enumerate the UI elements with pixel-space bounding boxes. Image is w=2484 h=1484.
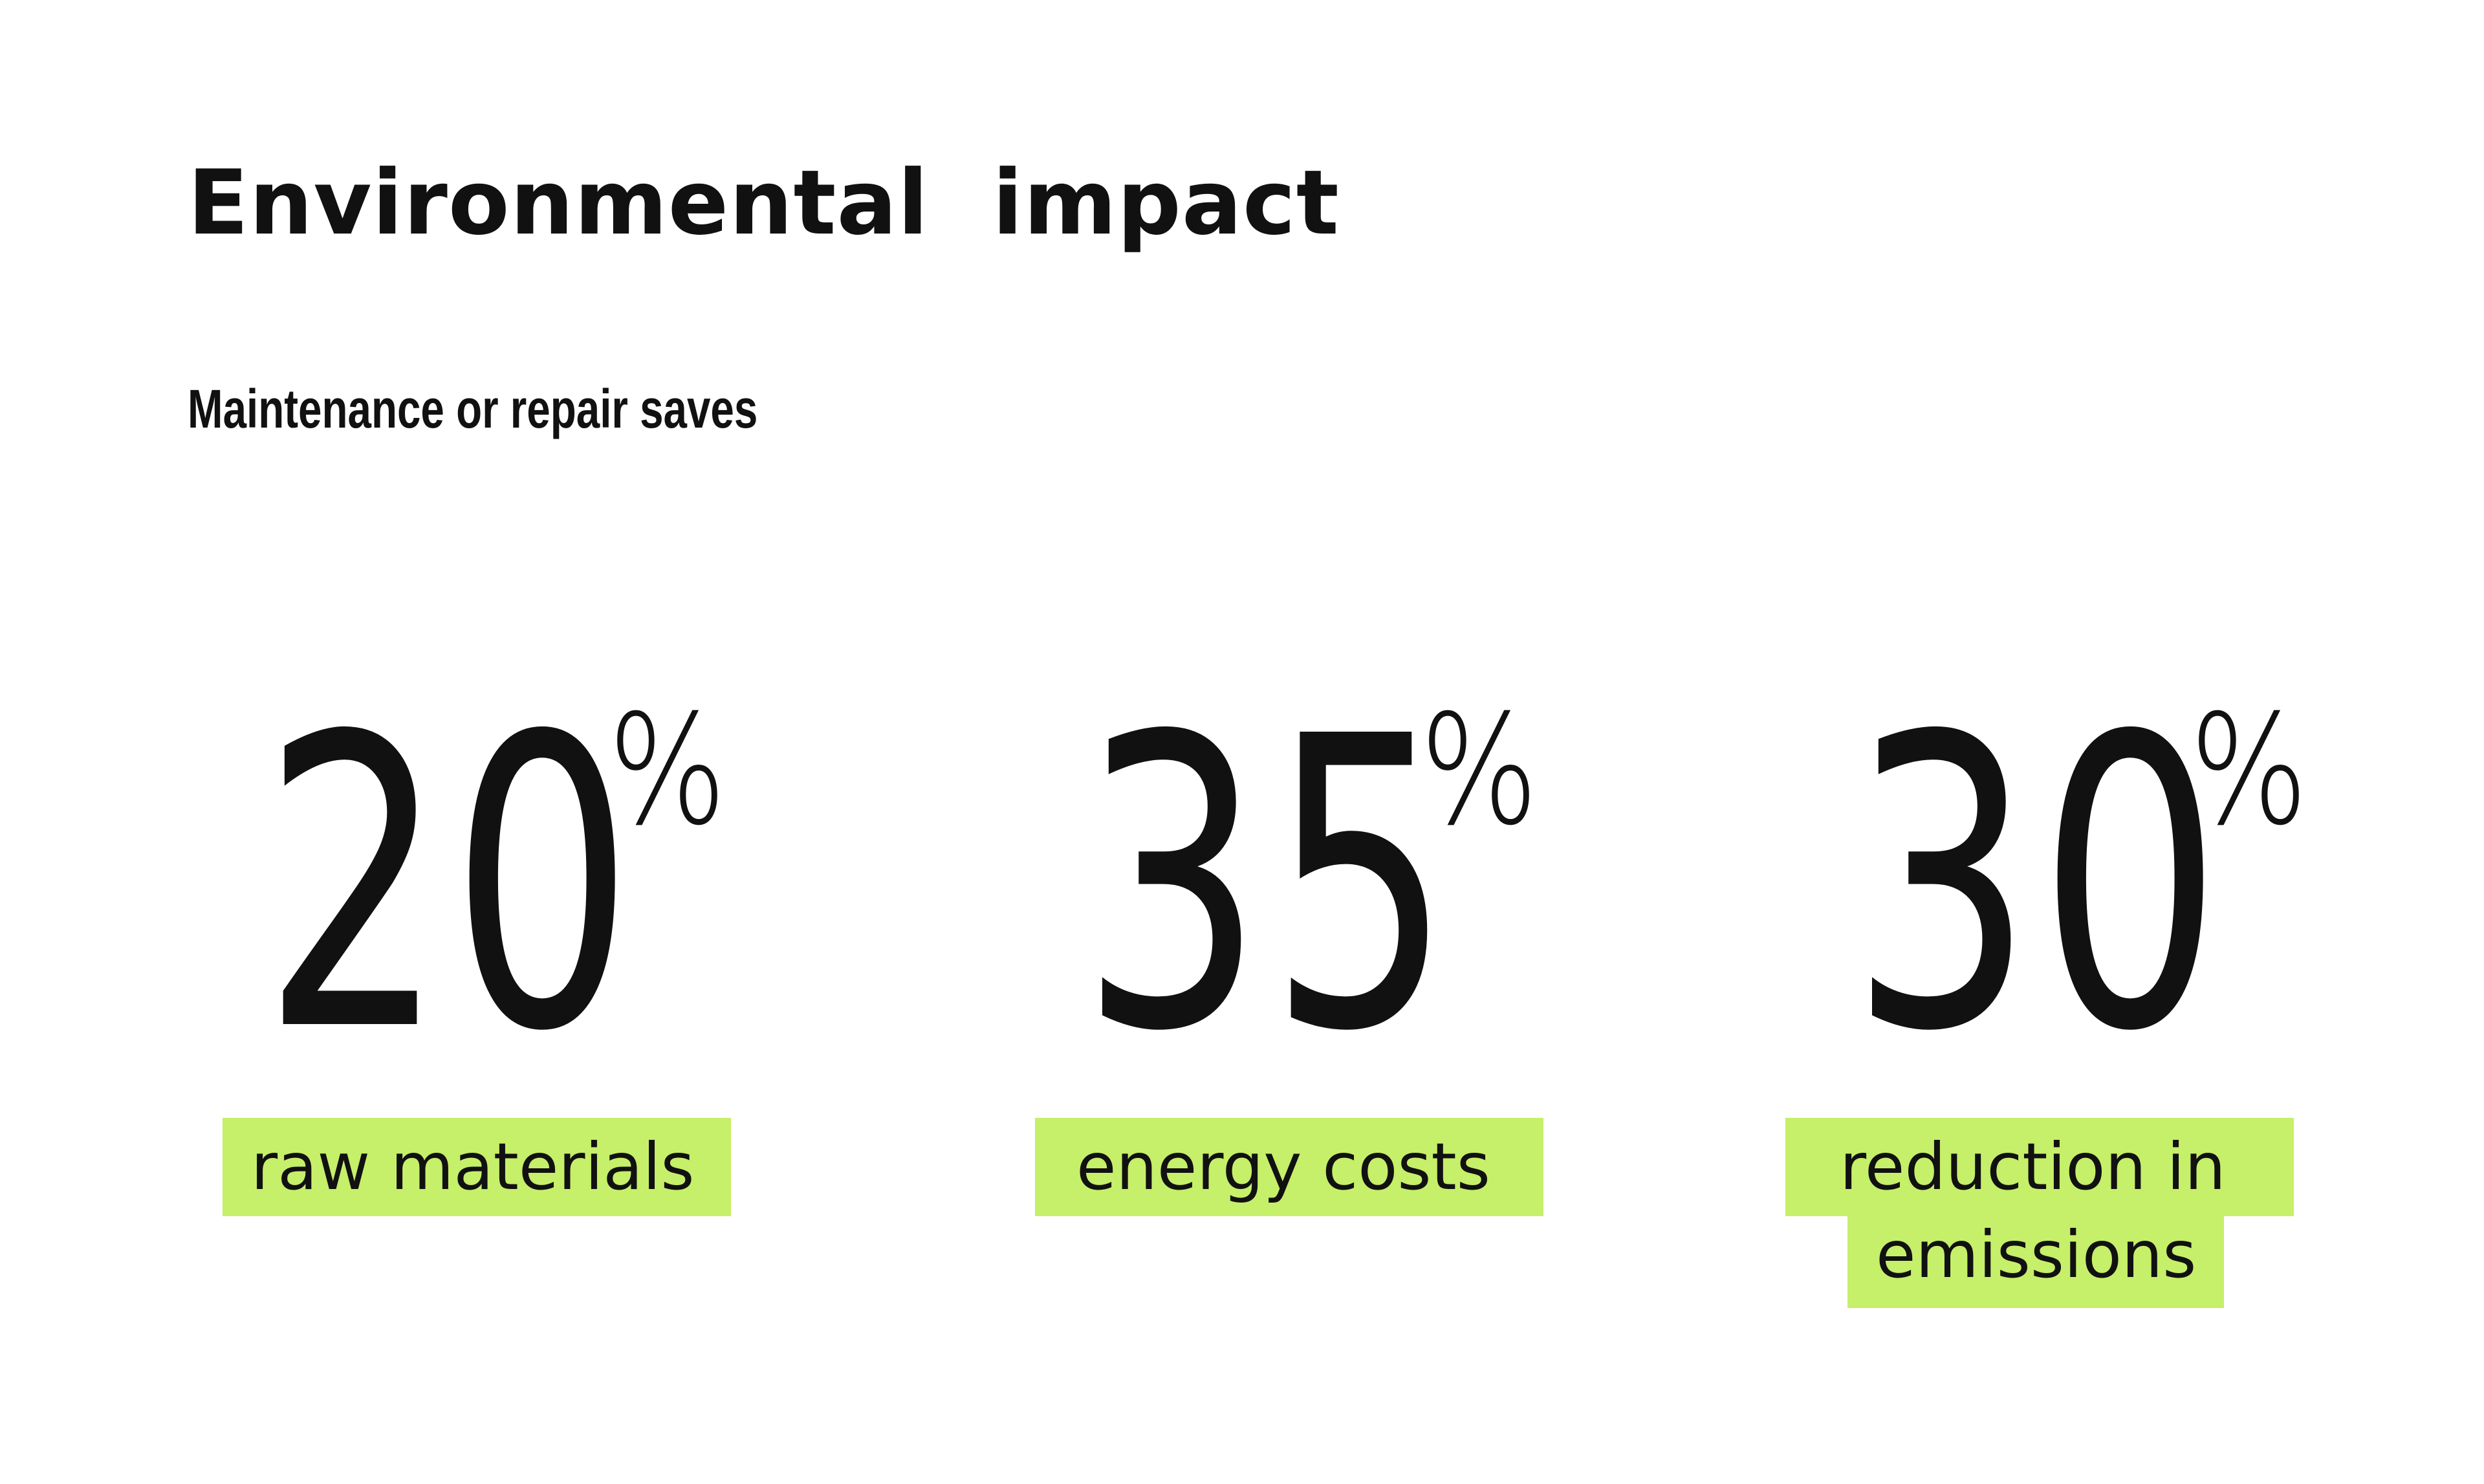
stat-label-raw-materials: raw materials bbox=[223, 1118, 731, 1216]
stat-emissions: 30 % bbox=[1850, 682, 2484, 1087]
stat-label: energy costs bbox=[1035, 1118, 1543, 1216]
stat-value: 35 bbox=[1080, 653, 1457, 1119]
stat-label-line-2: emissions bbox=[1847, 1216, 2224, 1308]
page-title: Environmental impact bbox=[188, 151, 1340, 255]
stat-label-energy-costs: energy costs bbox=[1035, 1118, 1543, 1216]
stat-unit: % bbox=[1420, 682, 1539, 859]
stat-raw-materials: 20 % bbox=[262, 682, 909, 1087]
stat-label-emissions: reduction in emissions bbox=[1785, 1118, 2294, 1308]
stat-label-line-1: reduction in bbox=[1785, 1118, 2294, 1216]
stat-unit: % bbox=[2190, 682, 2309, 859]
stat-value: 20 bbox=[262, 653, 639, 1119]
page-subtitle: Maintenance or repair saves bbox=[188, 378, 758, 439]
stat-unit: % bbox=[608, 682, 727, 859]
stat-value: 30 bbox=[1850, 653, 2227, 1119]
stat-energy-costs: 35 % bbox=[1080, 682, 1727, 1087]
stat-label: raw materials bbox=[223, 1118, 731, 1216]
